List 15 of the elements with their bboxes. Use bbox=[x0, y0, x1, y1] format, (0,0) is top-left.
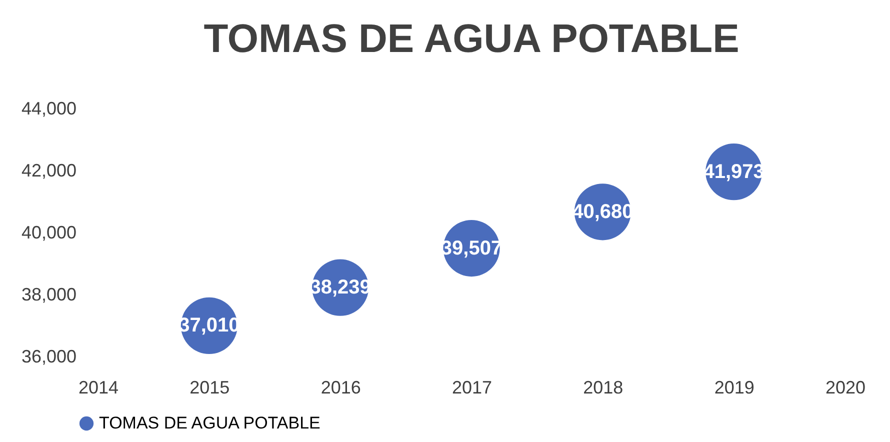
x-tick-label: 2016 bbox=[320, 378, 361, 398]
y-tick-label: 38,000 bbox=[21, 284, 76, 304]
y-tick-label: 36,000 bbox=[21, 346, 76, 366]
x-tick-label: 2014 bbox=[78, 378, 119, 398]
x-tick-label: 2017 bbox=[452, 378, 492, 398]
x-tick-label: 2020 bbox=[825, 378, 866, 398]
y-tick-label: 40,000 bbox=[21, 222, 76, 242]
x-tick-label: 2018 bbox=[583, 378, 624, 398]
y-tick-label: 44,000 bbox=[21, 98, 76, 118]
legend-label: TOMAS DE AGUA POTABLE bbox=[99, 414, 320, 432]
y-tick-label: 42,000 bbox=[21, 160, 76, 180]
data-label: 39,507 bbox=[440, 237, 502, 260]
x-tick-label: 2015 bbox=[190, 378, 230, 398]
x-tick-label: 2019 bbox=[714, 378, 754, 398]
chart-title: TOMAS DE AGUA POTABLE bbox=[204, 17, 740, 61]
